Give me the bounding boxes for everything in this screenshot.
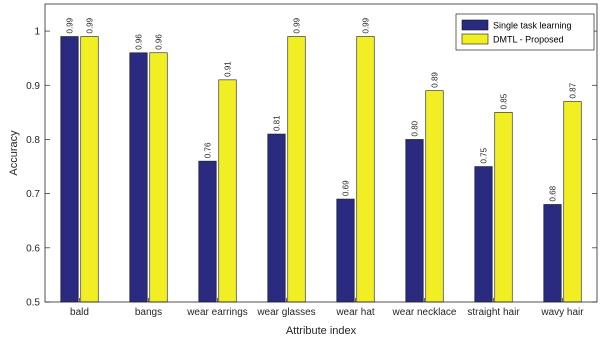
data-label-dmtl-proposed-bangs: 0.96: [155, 34, 164, 50]
y-tick-label-0-5: 0.5: [26, 298, 40, 309]
data-label-single-task-learning-wear-necklace: 0.80: [411, 120, 420, 136]
y-tick-label-0-7: 0.7: [26, 189, 40, 200]
y-axis-label: Accuracy: [8, 130, 20, 176]
data-label-single-task-learning-wear-hat: 0.69: [342, 180, 351, 196]
data-label-single-task-learning-wear-earrings: 0.76: [204, 142, 213, 158]
data-label-dmtl-proposed-bald: 0.99: [86, 17, 95, 33]
x-tick-label-straight-hair: straight hair: [467, 307, 520, 318]
x-tick-label-wear-hat: wear hat: [335, 307, 375, 318]
legend-box: [455, 13, 595, 51]
bar-dmtl-proposed-wear-earrings: [218, 79, 237, 303]
y-tick-label-1: 1: [34, 27, 40, 38]
x-tick-label-bald: bald: [70, 307, 89, 318]
x-tick-label-wear-glasses: wear glasses: [256, 307, 315, 318]
y-tick-label-0-6: 0.6: [26, 243, 40, 254]
bar-dmtl-proposed-wear-glasses: [287, 36, 306, 303]
data-label-dmtl-proposed-wear-necklace: 0.89: [431, 72, 440, 88]
bar-dmtl-proposed-wavy-hair: [563, 101, 582, 303]
legend-swatch-dmtl-proposed: [461, 33, 489, 45]
y-tick-label-0-8: 0.8: [26, 135, 40, 146]
data-label-single-task-learning-bangs: 0.96: [135, 34, 144, 50]
bar-dmtl-proposed-wear-necklace: [425, 90, 444, 303]
y-tick-label-0-9: 0.9: [26, 81, 40, 92]
bar-single-task-learning-wear-necklace: [405, 139, 424, 303]
bar-dmtl-proposed-bald: [80, 36, 99, 303]
bar-single-task-learning-bald: [60, 36, 79, 303]
legend: Single task learning DMTL - Proposed: [455, 13, 595, 51]
data-label-dmtl-proposed-wear-hat: 0.99: [362, 17, 371, 33]
bar-single-task-learning-bangs: [129, 52, 148, 303]
bar-single-task-learning-wear-hat: [336, 198, 355, 303]
plot-frame: [44, 3, 598, 303]
x-tick-label-bangs: bangs: [135, 307, 162, 318]
legend-swatch-single-task-learning: [461, 19, 489, 31]
x-tick-label-wear-necklace: wear necklace: [392, 307, 457, 318]
x-axis-label: Attribute index: [286, 325, 357, 337]
data-label-dmtl-proposed-wear-earrings: 0.91: [224, 61, 233, 77]
legend-label-dmtl-proposed: DMTL - Proposed: [493, 35, 564, 45]
data-label-single-task-learning-wavy-hair: 0.68: [549, 185, 558, 201]
x-tick-label-wear-earrings: wear earrings: [186, 307, 248, 318]
data-label-dmtl-proposed-straight-hair: 0.85: [500, 93, 509, 109]
data-label-single-task-learning-straight-hair: 0.75: [480, 147, 489, 163]
bar-single-task-learning-wavy-hair: [543, 204, 562, 303]
bar-single-task-learning-straight-hair: [474, 166, 493, 303]
data-label-single-task-learning-wear-glasses: 0.81: [273, 115, 282, 131]
data-label-dmtl-proposed-wear-glasses: 0.99: [293, 17, 302, 33]
data-label-single-task-learning-bald: 0.99: [66, 17, 75, 33]
data-label-dmtl-proposed-wavy-hair: 0.87: [569, 82, 578, 98]
bar-dmtl-proposed-wear-hat: [356, 36, 375, 303]
bar-single-task-learning-wear-glasses: [267, 133, 286, 303]
x-tick-label-wavy-hair: wavy hair: [540, 307, 584, 318]
bar-dmtl-proposed-straight-hair: [494, 112, 513, 303]
bar-dmtl-proposed-bangs: [149, 52, 168, 303]
legend-label-single-task-learning: Single task learning: [493, 21, 572, 31]
bar-single-task-learning-wear-earrings: [198, 160, 217, 303]
